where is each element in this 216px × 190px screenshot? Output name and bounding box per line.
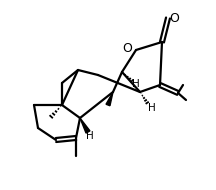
Polygon shape xyxy=(106,92,113,106)
Text: H: H xyxy=(148,103,156,113)
Text: O: O xyxy=(169,12,179,25)
Text: H: H xyxy=(132,79,140,89)
Polygon shape xyxy=(80,118,90,133)
Text: H: H xyxy=(86,131,94,141)
Text: O: O xyxy=(122,41,132,55)
